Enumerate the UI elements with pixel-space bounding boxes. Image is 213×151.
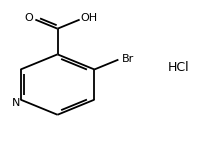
Text: HCl: HCl <box>168 61 190 74</box>
Text: O: O <box>25 13 33 23</box>
Text: OH: OH <box>81 13 98 23</box>
Text: Br: Br <box>122 54 134 64</box>
Text: N: N <box>12 98 20 108</box>
